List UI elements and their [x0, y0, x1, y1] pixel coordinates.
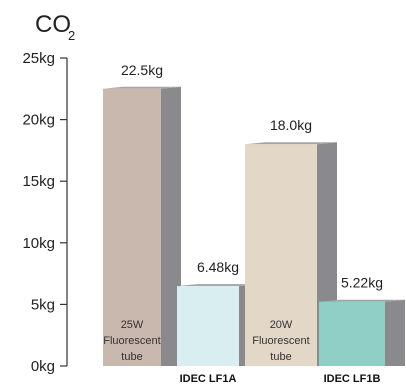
- bar-inner-label: 25W: [121, 319, 144, 331]
- y-tick-label: 5kg: [31, 296, 55, 313]
- bar-front: [245, 144, 317, 366]
- y-tick-label: 20kg: [22, 112, 55, 129]
- bar-inner-label: tube: [270, 351, 291, 363]
- y-axis-title-text: CO: [35, 11, 71, 38]
- bar-side: [161, 86, 181, 367]
- y-axis-ticks: 0kg 5kg 10kg 15kg 20kg 25kg: [22, 50, 67, 375]
- bar-value-label: 5.22kg: [341, 275, 383, 291]
- bar-inner-label: Fluorescent: [103, 335, 160, 347]
- y-axis-title: CO 2: [35, 11, 75, 43]
- y-tick-label: 25kg: [22, 50, 55, 67]
- bar-inner-label: Fluorescent: [252, 335, 309, 347]
- bars-group: 22.5kg 25W Fluorescent tube 6.48kg IDEC LF1A 1…: [103, 62, 405, 385]
- bar-front: [103, 88, 161, 367]
- bar-1: 22.5kg 25W Fluorescent tube: [103, 62, 181, 367]
- bar-top: [103, 86, 181, 89]
- y-tick-label: 10kg: [22, 235, 55, 252]
- bar-value-label: 18.0kg: [270, 117, 312, 133]
- bar-4: 5.22kg IDEC LF1B: [319, 275, 405, 385]
- bar-front: [177, 286, 239, 366]
- bar-inner-label: tube: [121, 351, 142, 363]
- bar-value-label: 22.5kg: [121, 62, 163, 78]
- bar-category-label: IDEC LF1B: [324, 373, 381, 385]
- bar-top: [177, 284, 259, 287]
- y-axis-title-subscript: 2: [68, 28, 75, 43]
- bar-top: [245, 142, 337, 145]
- y-tick-label: 0kg: [31, 358, 55, 375]
- y-tick-label: 15kg: [22, 173, 55, 190]
- bar-side: [385, 299, 405, 366]
- bar-front: [319, 301, 385, 366]
- bar-inner-label: 20W: [270, 319, 293, 331]
- bar-top: [319, 299, 405, 302]
- bar-category-label: IDEC LF1A: [180, 373, 237, 385]
- bar-value-label: 6.48kg: [197, 259, 239, 275]
